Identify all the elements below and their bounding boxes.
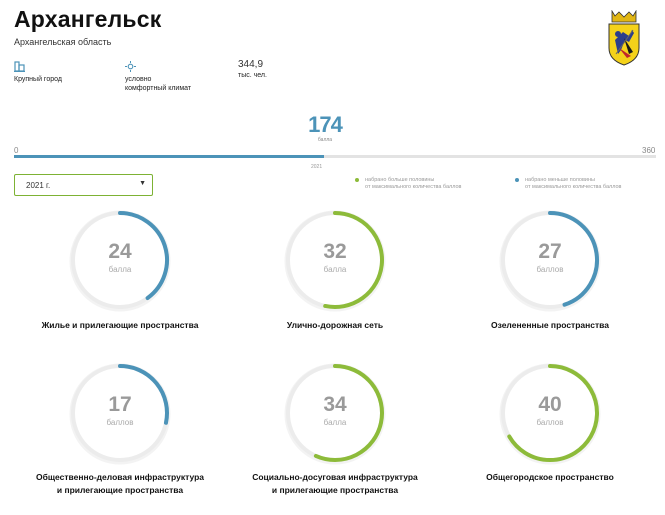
chevron-down-icon: ▼: [139, 180, 146, 187]
legend-below-half: набрано меньше половины от максимального…: [515, 177, 621, 191]
scale-min-label: 0: [14, 146, 19, 155]
gauge-unit: балла: [108, 265, 132, 274]
score-progress-bar: [14, 155, 656, 158]
gauge-value: 27: [538, 240, 562, 263]
category-label-line2: и прилегающие пространства: [56, 485, 184, 495]
gauge-unit: баллов: [536, 418, 564, 427]
category-label: Жилье и прилегающие пространства: [5, 319, 235, 332]
category-label-line2: и прилегающие пространства: [271, 485, 399, 495]
category-gauge: 34 балла: [282, 360, 388, 466]
gauge-svg: [69, 363, 171, 465]
gauge-arc: [548, 211, 599, 307]
category-label: Социально-досуговая инфраструктура и прил…: [220, 471, 450, 497]
coat-of-arms-icon: [608, 9, 640, 66]
score-progress-year-marker: 2021: [311, 164, 323, 170]
legend-below-line1: набрано меньше половины: [525, 177, 595, 183]
city-coat-of-arms: [607, 9, 641, 66]
legend-above-line1: набрано больше половины: [365, 177, 435, 183]
gauge-svg: [284, 363, 386, 465]
stat-climate: условно комфортный климат: [125, 61, 191, 93]
gauge-arc: [507, 364, 599, 462]
category-gauge: 17 баллов: [67, 360, 173, 466]
gauge-arc: [313, 364, 384, 462]
total-score: 174 балла: [300, 112, 350, 144]
category-gauge: 27 баллов: [497, 207, 603, 313]
scale-max-label: 360: [642, 146, 656, 155]
gauge-svg: [69, 210, 171, 312]
category-label: Улично-дорожная сеть: [220, 319, 450, 332]
stat-population-value: 344,9: [238, 59, 264, 70]
stat-city-type: Крупный город: [14, 61, 62, 84]
year-select[interactable]: 2021 г. ▼: [14, 174, 153, 196]
category-label: Озелененные пространства: [435, 319, 665, 332]
category-label-line1: Озелененные пространства: [490, 320, 610, 330]
legend-above-line2: от максимального количества баллов: [365, 184, 462, 190]
category-gauge: 40 баллов: [497, 360, 603, 466]
gauge-svg: [499, 363, 601, 465]
gauge-value: 34: [323, 393, 347, 416]
year-select-value: 2021 г.: [26, 181, 51, 190]
category-label-line1: Общественно-деловая инфраструктура: [35, 472, 204, 482]
category-gauge: 32 балла: [282, 207, 388, 313]
legend-above-half: набрано больше половины от максимального…: [355, 177, 461, 191]
gauge-value: 17: [108, 393, 132, 416]
blue-dot-icon: [515, 178, 519, 182]
gauge-value: 40: [538, 393, 562, 416]
stat-climate-line1: условно: [125, 76, 152, 83]
stat-population: 344,9 тыс. чел.: [238, 59, 267, 80]
stat-city-type-label: Крупный город: [14, 76, 62, 83]
gauge-value: 32: [323, 240, 347, 263]
stat-population-unit: тыс. чел.: [238, 72, 267, 79]
stat-climate-line2: комфортный климат: [125, 85, 192, 92]
total-score-value: 174: [308, 112, 343, 137]
category-label-line1: Социально-досуговая инфраструктура: [252, 472, 418, 482]
gauge-arc: [118, 364, 169, 425]
category-label: Общественно-деловая инфраструктура и прил…: [5, 471, 235, 497]
category-label-line1: Общегородское пространство: [486, 472, 614, 482]
gauge-value: 24: [108, 240, 132, 263]
category-label-line1: Жилье и прилегающие пространства: [41, 320, 199, 330]
category-label: Общегородское пространство: [435, 471, 665, 484]
category-label-line1: Улично-дорожная сеть: [286, 320, 384, 330]
category-gauge: 24 балла: [67, 207, 173, 313]
gauge-arc: [118, 211, 169, 301]
region-name: Архангельская область: [14, 37, 112, 47]
sun-icon: [125, 61, 191, 72]
gauge-svg: [499, 210, 601, 312]
gauge-unit: балла: [323, 265, 347, 274]
legend-below-line2: от максимального количества баллов: [525, 184, 622, 190]
score-progress-fill: [14, 155, 325, 158]
gauge-arc: [323, 211, 384, 309]
green-dot-icon: [355, 178, 359, 182]
total-score-unit: балла: [317, 137, 333, 143]
buildings-icon: [14, 61, 62, 72]
gauge-svg: [284, 210, 386, 312]
gauge-unit: баллов: [106, 418, 134, 427]
page-title: Архангельск: [14, 6, 162, 32]
gauge-unit: балла: [323, 418, 347, 427]
gauge-unit: баллов: [536, 265, 564, 274]
